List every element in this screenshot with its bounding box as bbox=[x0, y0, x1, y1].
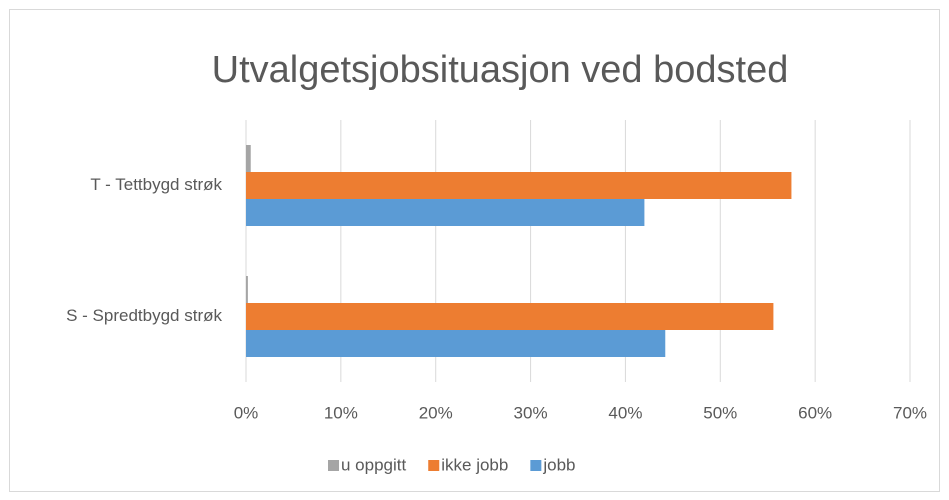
chart-frame bbox=[9, 9, 940, 492]
bar bbox=[246, 303, 774, 330]
x-tick-label: 70% bbox=[893, 403, 927, 422]
x-tick-label: 40% bbox=[608, 403, 642, 422]
legend-label: ikke jobb bbox=[441, 455, 508, 474]
bar bbox=[246, 276, 248, 303]
legend-swatch bbox=[530, 460, 542, 471]
x-tick-label: 30% bbox=[514, 403, 548, 422]
legend-swatch bbox=[428, 460, 440, 471]
chart-title: Utvalgetsjobsituasjon ved bodsted bbox=[212, 49, 789, 91]
x-tick-label: 60% bbox=[798, 403, 832, 422]
legend-label: u oppgitt bbox=[341, 455, 406, 474]
bar bbox=[246, 172, 792, 199]
x-tick-label: 50% bbox=[703, 403, 737, 422]
y-tick-label: S - Spredtbygd strøk bbox=[66, 306, 222, 325]
x-tick-label: 0% bbox=[234, 403, 259, 422]
legend-label: jobb bbox=[542, 455, 575, 474]
bar bbox=[246, 145, 251, 172]
bar bbox=[246, 330, 666, 357]
x-tick-label: 20% bbox=[419, 403, 453, 422]
bar bbox=[246, 199, 645, 226]
x-tick-label: 10% bbox=[324, 403, 358, 422]
legend-swatch bbox=[328, 460, 339, 471]
y-tick-label: T - Tettbygd strøk bbox=[90, 175, 222, 194]
